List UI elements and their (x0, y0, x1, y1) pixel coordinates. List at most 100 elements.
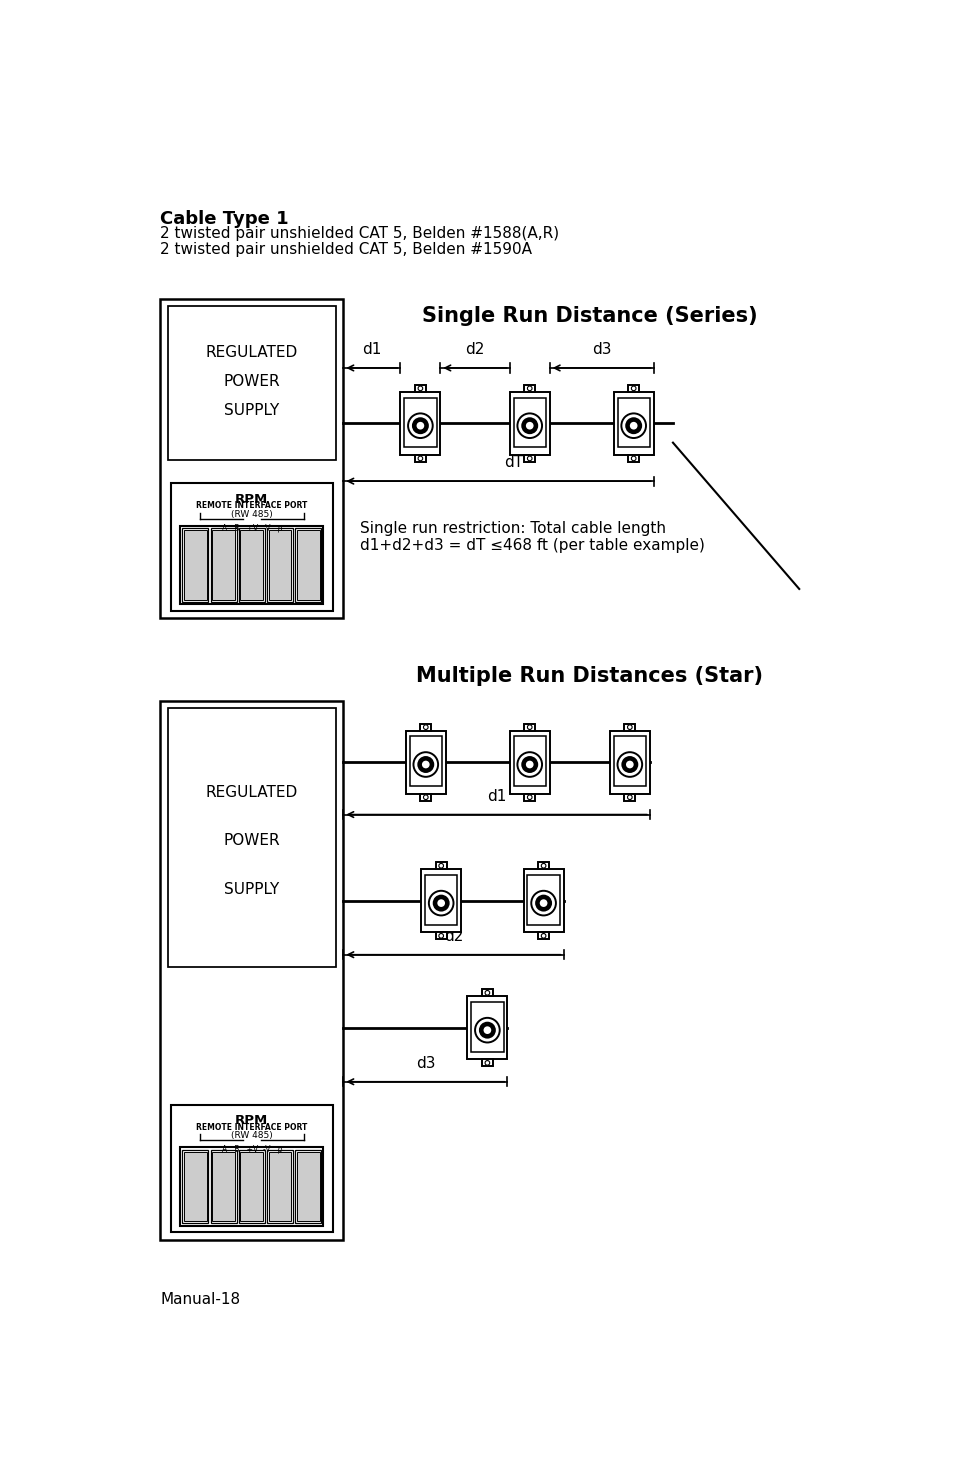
Text: dT: dT (504, 456, 523, 471)
Circle shape (527, 795, 532, 799)
Text: REMOTE INTERFACE PORT: REMOTE INTERFACE PORT (196, 1122, 307, 1131)
Bar (168, 307, 335, 460)
Bar (537, 863, 548, 869)
Bar (168, 708, 335, 968)
Bar (509, 392, 549, 454)
Bar (425, 875, 456, 925)
Bar (160, 701, 343, 1239)
Text: (RW 485): (RW 485) (231, 510, 273, 519)
Circle shape (421, 761, 429, 768)
Circle shape (484, 1061, 489, 1065)
Circle shape (423, 795, 428, 799)
Text: d2: d2 (443, 929, 463, 944)
Circle shape (417, 386, 422, 391)
Bar (296, 531, 319, 600)
Text: d1: d1 (486, 789, 506, 804)
Bar (268, 1152, 291, 1221)
Bar (420, 724, 431, 730)
Circle shape (525, 761, 533, 768)
Bar (420, 869, 460, 932)
Bar (617, 398, 649, 447)
Bar (267, 528, 293, 602)
Bar (160, 298, 343, 618)
Bar (436, 863, 446, 869)
Bar (240, 531, 263, 600)
Text: d1+d2+d3 = dT ≤468 ft (per table example): d1+d2+d3 = dT ≤468 ft (per table example… (360, 538, 704, 553)
Bar (609, 730, 649, 794)
Text: A   B   +V  -V   ⍴: A B +V -V ⍴ (221, 524, 282, 532)
Circle shape (527, 724, 532, 730)
Text: 2 twisted pair unshielded CAT 5, Belden #1590A: 2 twisted pair unshielded CAT 5, Belden … (160, 242, 532, 257)
Circle shape (413, 752, 437, 777)
Circle shape (478, 1022, 496, 1038)
Bar (211, 528, 236, 602)
Bar (294, 1149, 321, 1223)
Text: 2 twisted pair unshielded CAT 5, Belden #1588(A,R): 2 twisted pair unshielded CAT 5, Belden … (160, 226, 558, 242)
Text: REGULATED: REGULATED (206, 345, 297, 360)
Circle shape (438, 934, 443, 938)
Bar (513, 736, 545, 786)
Bar (509, 730, 549, 794)
Circle shape (520, 417, 537, 434)
Bar (537, 932, 548, 940)
Bar (171, 484, 333, 611)
Bar (524, 794, 535, 801)
Bar (240, 1152, 263, 1221)
Circle shape (627, 724, 632, 730)
Circle shape (436, 900, 444, 907)
Bar (180, 1148, 323, 1226)
Circle shape (525, 422, 533, 429)
Circle shape (540, 934, 545, 938)
Bar (481, 1059, 493, 1066)
Bar (624, 794, 635, 801)
Circle shape (620, 413, 645, 438)
Bar (211, 1149, 236, 1223)
Bar (294, 528, 321, 602)
Circle shape (625, 761, 633, 768)
Circle shape (517, 413, 541, 438)
Bar (182, 1149, 208, 1223)
Text: POWER: POWER (223, 833, 280, 848)
Circle shape (484, 991, 489, 996)
Bar (524, 454, 535, 462)
Bar (238, 528, 264, 602)
Bar (405, 730, 445, 794)
Bar (409, 736, 441, 786)
Bar (184, 531, 207, 600)
Circle shape (475, 1018, 499, 1043)
Circle shape (531, 891, 556, 916)
Bar (212, 1152, 234, 1221)
Circle shape (629, 422, 637, 429)
Text: REMOTE INTERFACE PORT: REMOTE INTERFACE PORT (196, 502, 307, 510)
Circle shape (631, 456, 636, 460)
Circle shape (624, 417, 641, 434)
Bar (415, 385, 425, 392)
Bar (182, 528, 208, 602)
Bar (613, 736, 645, 786)
Circle shape (517, 752, 541, 777)
Bar (524, 724, 535, 730)
Text: d2: d2 (465, 342, 484, 357)
Text: d1: d1 (362, 342, 381, 357)
Circle shape (429, 891, 453, 916)
Text: Single run restriction: Total cable length: Single run restriction: Total cable leng… (360, 521, 665, 537)
Bar (481, 990, 493, 996)
Circle shape (539, 900, 547, 907)
Circle shape (438, 863, 443, 869)
Text: d3: d3 (592, 342, 611, 357)
Bar (268, 531, 291, 600)
Circle shape (433, 895, 449, 912)
Circle shape (527, 386, 532, 391)
Text: RPM: RPM (234, 1114, 268, 1127)
Circle shape (483, 1027, 491, 1034)
Bar (212, 531, 234, 600)
Bar (628, 385, 639, 392)
Circle shape (631, 386, 636, 391)
Circle shape (416, 757, 434, 773)
Bar (467, 996, 507, 1059)
Bar (624, 724, 635, 730)
Bar (436, 932, 446, 940)
Bar (171, 1105, 333, 1232)
Bar (524, 385, 535, 392)
Circle shape (540, 863, 545, 869)
